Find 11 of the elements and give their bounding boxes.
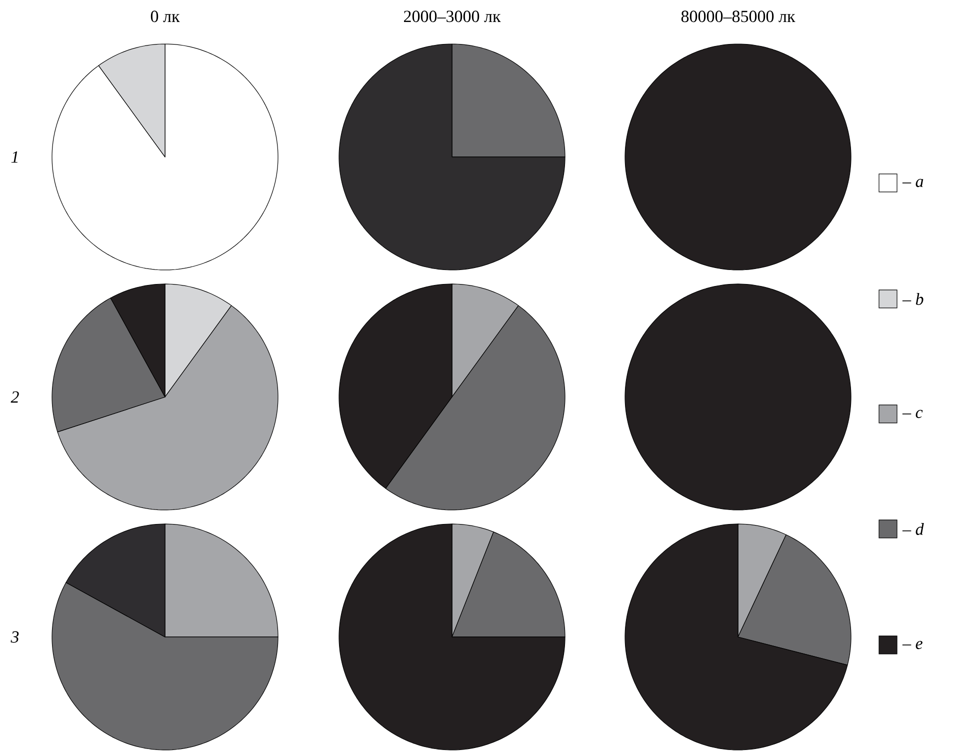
chart-title: 0 лк [150, 10, 180, 22]
text: 3 [10, 631, 19, 643]
chart-title: 2000–3000 лк [404, 10, 501, 22]
legend-label: – b [902, 293, 924, 305]
text: 2 [10, 391, 19, 403]
legend-label: – a [902, 178, 924, 188]
legend-label: – d [902, 523, 924, 535]
chart-title: 80000–85000 лк [681, 10, 796, 22]
legend-label: – e [902, 640, 922, 650]
legend-label: – c [902, 410, 923, 418]
text: 1 [11, 151, 18, 163]
